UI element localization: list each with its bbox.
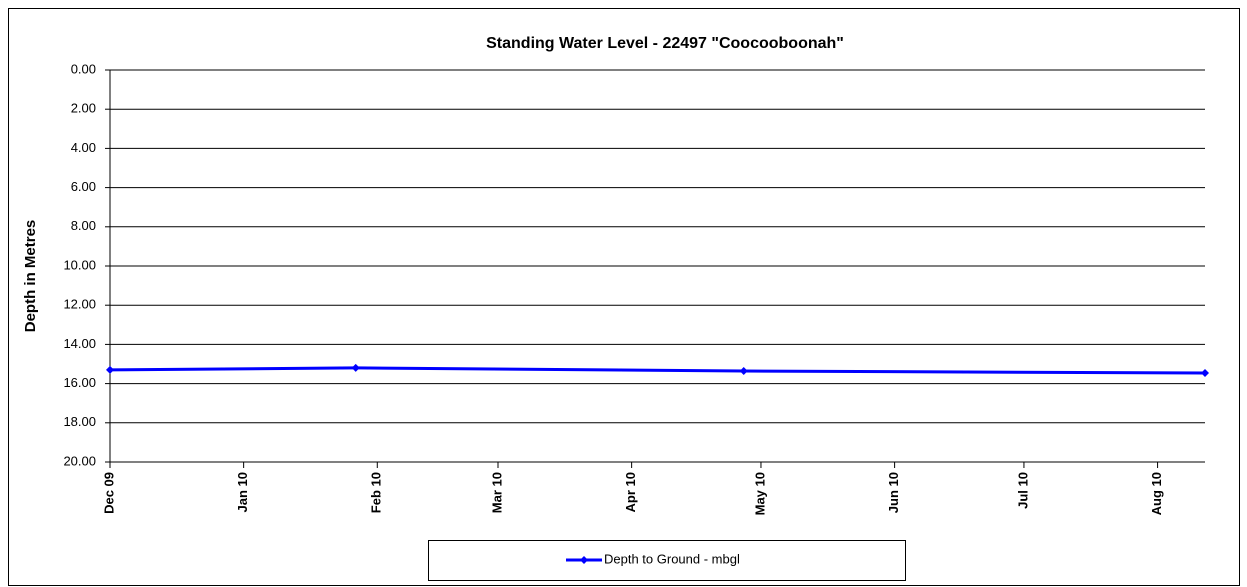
x-tick-label: Dec 09 xyxy=(101,472,116,514)
data-point xyxy=(739,367,748,376)
y-tick-label: 12.00 xyxy=(63,297,96,312)
y-axis-label: Depth in Metres xyxy=(22,220,39,333)
y-tick-label: 20.00 xyxy=(63,453,96,468)
y-tick-label: 4.00 xyxy=(71,140,96,155)
x-tick-label: Feb 10 xyxy=(369,472,384,513)
y-tick-label: 18.00 xyxy=(63,414,96,429)
x-tick-label: Aug 10 xyxy=(1149,472,1164,515)
data-point xyxy=(106,365,114,374)
x-tick-label: Mar 10 xyxy=(489,472,504,513)
data-point xyxy=(1201,369,1209,378)
x-tick-label: Apr 10 xyxy=(623,472,638,512)
series-line xyxy=(109,366,1206,375)
x-tick-label: Jul 10 xyxy=(1015,472,1030,509)
data-point xyxy=(351,363,360,372)
y-tick-label: 14.00 xyxy=(63,336,96,351)
chart-title: Standing Water Level - 22497 "Coocooboon… xyxy=(486,35,844,52)
x-tick-label: Jan 10 xyxy=(235,472,250,512)
y-tick-label: 16.00 xyxy=(63,375,96,390)
chart-frame xyxy=(8,8,1240,586)
y-tick-label: 8.00 xyxy=(71,218,96,233)
y-tick-label: 6.00 xyxy=(71,179,96,194)
legend-marker xyxy=(580,556,588,564)
y-tick-label: 10.00 xyxy=(63,257,96,272)
x-tick-label: Jun 10 xyxy=(886,472,901,513)
y-tick-label: 2.00 xyxy=(71,101,96,116)
legend xyxy=(428,540,906,581)
legend-label: Depth to Ground - mbgl xyxy=(604,551,740,566)
y-tick-label: 0.00 xyxy=(71,61,96,76)
x-tick-label: May 10 xyxy=(752,472,767,515)
